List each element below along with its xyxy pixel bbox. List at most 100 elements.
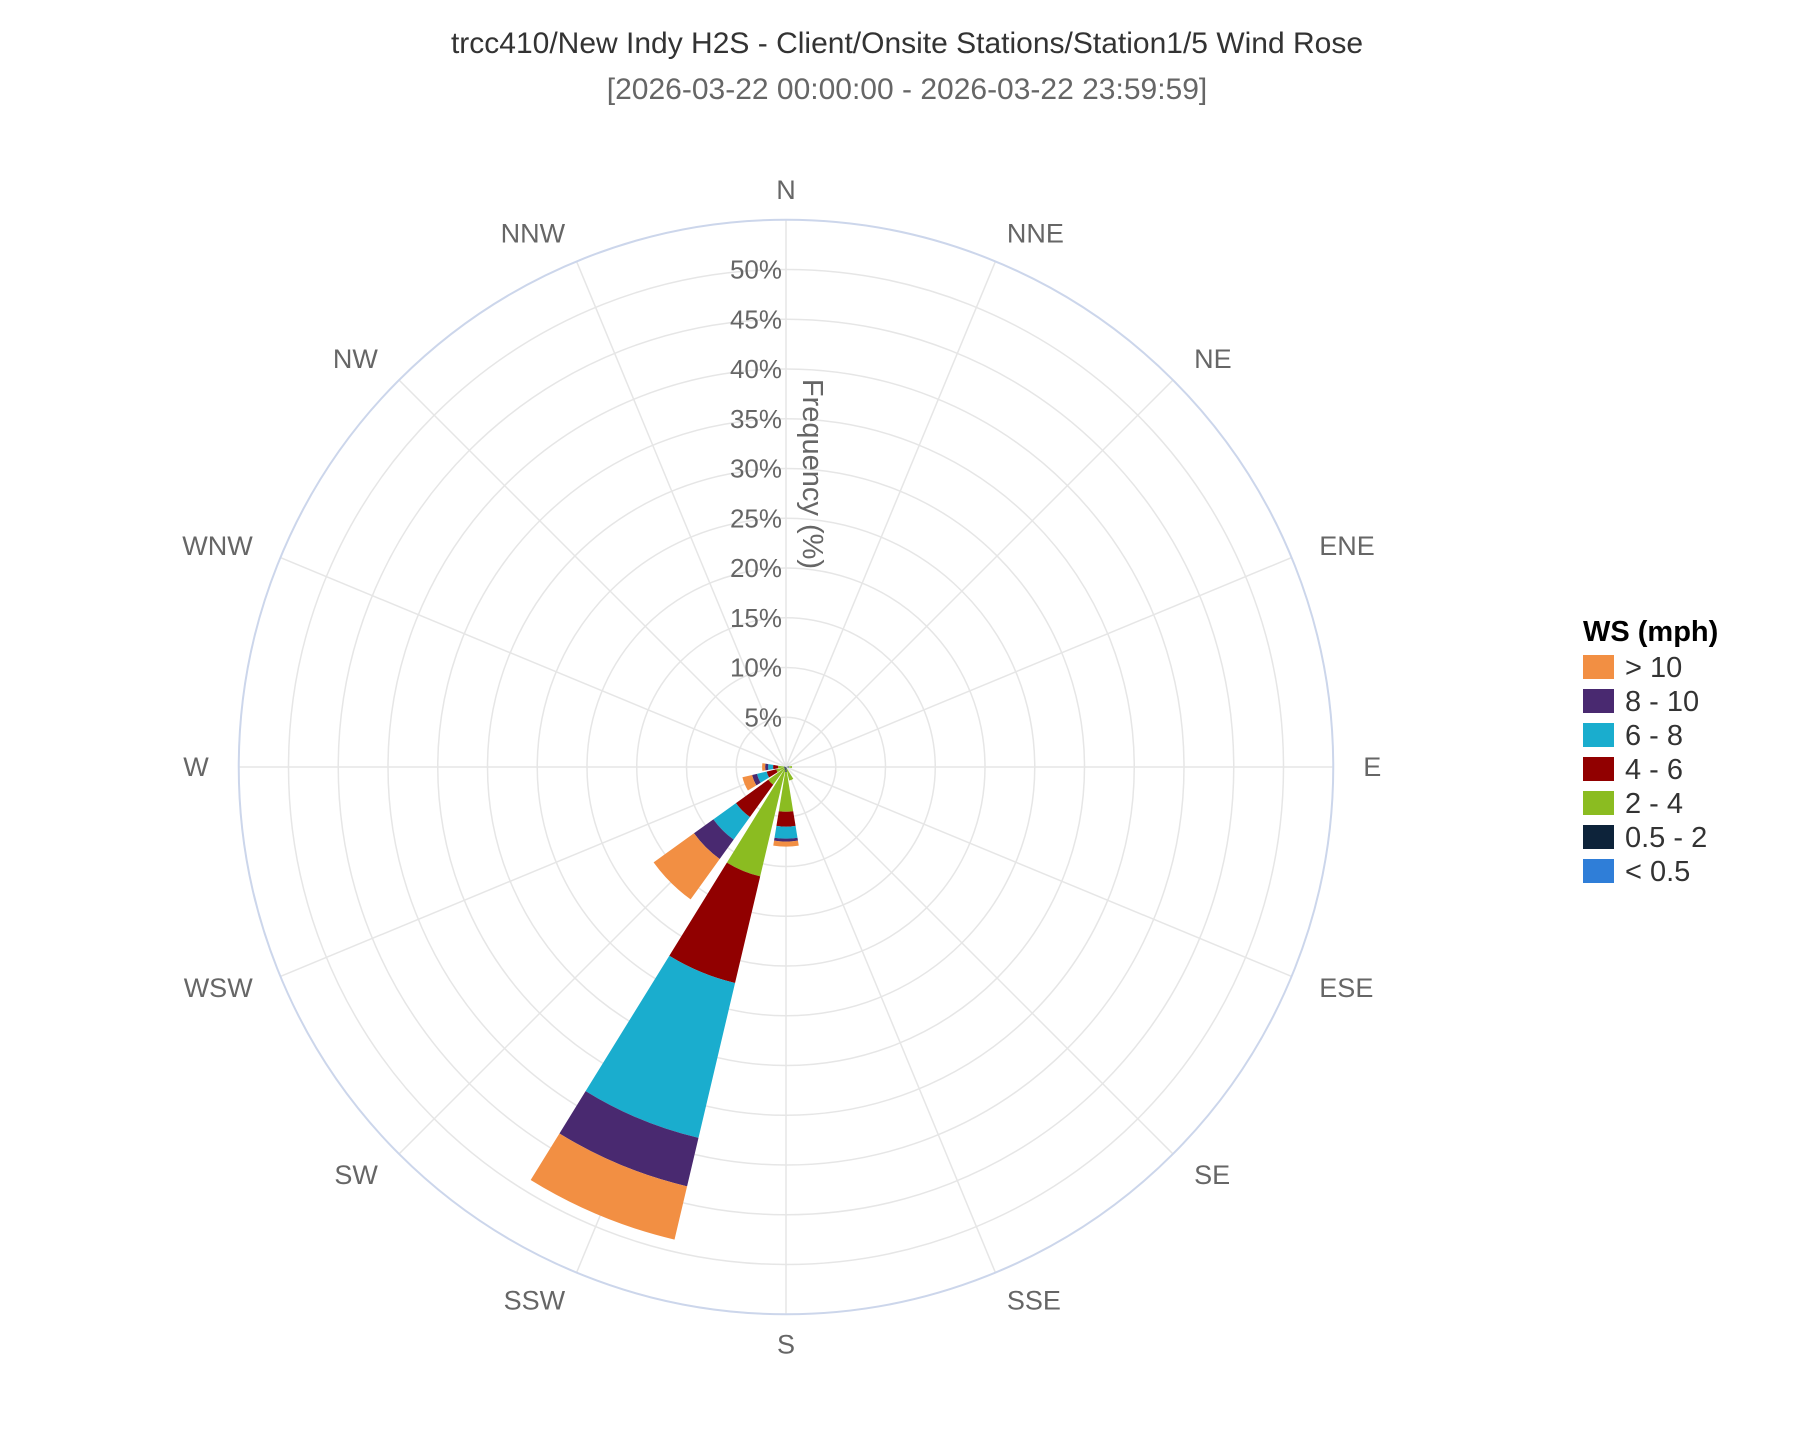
- bar-sse-2-4[interactable]: [786, 768, 794, 781]
- bar-ssw-0-5-2[interactable]: [784, 767, 786, 770]
- grid-spoke: [280, 556, 787, 768]
- legend-item-6-8[interactable]: 6 - 8: [1583, 720, 1683, 752]
- bar-s-4-6[interactable]: [776, 811, 796, 827]
- bar-s-2-4[interactable]: [778, 771, 794, 812]
- radial-tick-label: 20%: [730, 553, 782, 583]
- legend-item-2-4[interactable]: 2 - 4: [1583, 788, 1683, 820]
- legend-label: 4 - 6: [1625, 754, 1683, 786]
- legend-item-8-10[interactable]: 8 - 10: [1583, 686, 1699, 718]
- wind-rose-bars: [530, 763, 799, 1240]
- direction-label-w: W: [183, 752, 209, 782]
- direction-label-nw: NW: [333, 344, 378, 374]
- bar-wsw-0-5-2[interactable]: [784, 767, 786, 769]
- bar-ssw-6-8[interactable]: [585, 955, 736, 1138]
- direction-label-e: E: [1363, 752, 1381, 782]
- radial-tick-label: 45%: [730, 304, 782, 334]
- direction-label-ene: ENE: [1319, 531, 1375, 561]
- direction-label-wsw: WSW: [184, 973, 253, 1003]
- legend-label: 2 - 4: [1625, 788, 1683, 820]
- bar-sse-0-5-2[interactable]: [786, 767, 788, 769]
- grid-spoke: [785, 261, 997, 768]
- bar-e-0-5-2[interactable]: [786, 766, 789, 768]
- radial-tick-label: 5%: [744, 702, 782, 732]
- legend-item-10[interactable]: > 10: [1583, 652, 1682, 684]
- bar-sw-8-10[interactable]: [693, 819, 734, 860]
- bar-w-10[interactable]: [762, 763, 766, 771]
- direction-label-se: SE: [1194, 1160, 1230, 1190]
- chart-subtitle: [2026-03-22 00:00:00 - 2026-03-22 23:59:…: [607, 73, 1207, 106]
- bar-s-8-10[interactable]: [774, 837, 798, 842]
- bar-w-6-8[interactable]: [768, 764, 774, 770]
- bar-s-10[interactable]: [773, 840, 799, 847]
- bar-ssw-10[interactable]: [530, 1133, 688, 1240]
- bar-sw-2-4[interactable]: [768, 768, 785, 785]
- direction-labels: N NNE NE ENE E ESE SE SSE S SSW SW WSW W WNW NW NNW: [182, 175, 1381, 1360]
- radial-tick-label: 40%: [730, 354, 782, 384]
- radial-tick-label: 50%: [730, 255, 782, 285]
- legend-label: 8 - 10: [1625, 686, 1699, 718]
- radial-axis-title: Frequency (%): [796, 379, 828, 569]
- bar-ssw-4-6[interactable]: [669, 862, 761, 983]
- radial-tick-label: 35%: [730, 404, 782, 434]
- direction-label-ne: NE: [1194, 344, 1232, 374]
- bar-w-4-6[interactable]: [773, 764, 779, 770]
- bar-sw-0-5-2[interactable]: [784, 767, 786, 769]
- legend-label: > 10: [1625, 652, 1682, 684]
- legend-item-0-5[interactable]: < 0.5: [1583, 856, 1690, 888]
- direction-label-ssw: SSW: [504, 1285, 566, 1315]
- legend-swatch: [1583, 825, 1614, 849]
- direction-label-s: S: [777, 1329, 795, 1359]
- direction-label-sse: SSE: [1007, 1285, 1061, 1315]
- direction-label-nne: NNE: [1007, 219, 1064, 249]
- bar-ssw-2-4[interactable]: [726, 769, 786, 877]
- bar-wsw-8-10[interactable]: [752, 773, 761, 786]
- bar-wsw-2-4[interactable]: [776, 767, 785, 773]
- grid-spoke: [785, 766, 1174, 1155]
- legend-swatch: [1583, 723, 1614, 747]
- bar-sw-6-8[interactable]: [713, 803, 750, 840]
- direction-label-nnw: NNW: [501, 219, 566, 249]
- bar-s-0-5-2[interactable]: [785, 767, 787, 772]
- legend-label: < 0.5: [1625, 856, 1690, 888]
- direction-label-n: N: [776, 175, 796, 205]
- bar-w-8-10[interactable]: [765, 763, 769, 771]
- legend-swatch: [1583, 859, 1614, 883]
- radial-tick-label: 25%: [730, 503, 782, 533]
- legend-swatch: [1583, 757, 1614, 781]
- bar-w-0-5-2[interactable]: [784, 766, 786, 768]
- chart-title: trcc410/New Indy H2S - Client/Onsite Sta…: [451, 27, 1363, 60]
- legend-swatch: [1583, 689, 1614, 713]
- bar-wsw-10[interactable]: [742, 774, 757, 791]
- grid-spoke: [280, 766, 787, 978]
- legend-swatch: [1583, 791, 1614, 815]
- legend: WS (mph) > 108 - 106 - 84 - 62 - 40.5 - …: [1583, 616, 1718, 888]
- grid-spoke: [575, 261, 787, 768]
- bar-sw-10[interactable]: [653, 833, 720, 900]
- legend-title: WS (mph): [1583, 616, 1718, 648]
- grid-spoke: [398, 379, 787, 768]
- bar-sw-4-6[interactable]: [735, 779, 774, 818]
- legend-label: 6 - 8: [1625, 720, 1683, 752]
- radial-tick-labels: 5% 10% 15% 20% 25% 30% 35% 40% 45% 50%: [730, 255, 782, 733]
- outer-ring: [237, 218, 1335, 1316]
- grid-spoke: [785, 379, 1174, 768]
- legend-label: 0.5 - 2: [1625, 822, 1707, 854]
- grid-spoke: [785, 766, 997, 1273]
- bar-w-2-4[interactable]: [778, 765, 785, 769]
- grid-spoke: [785, 556, 1292, 768]
- bar-s-6-8[interactable]: [774, 825, 798, 839]
- direction-label-sw: SW: [334, 1160, 378, 1190]
- bar-e-2-4[interactable]: [788, 766, 792, 768]
- legend-item-4-6[interactable]: 4 - 6: [1583, 754, 1683, 786]
- grid-spoke: [785, 766, 1292, 978]
- legend-swatch: [1583, 655, 1614, 679]
- bar-wsw-4-6[interactable]: [766, 769, 778, 778]
- direction-label-wnw: WNW: [182, 531, 253, 561]
- radial-tick-label: 30%: [730, 454, 782, 484]
- radial-tick-label: 15%: [730, 603, 782, 633]
- direction-label-ese: ESE: [1319, 973, 1373, 1003]
- legend-item-0-5-2[interactable]: 0.5 - 2: [1583, 822, 1707, 854]
- bar-wsw-6-8[interactable]: [756, 771, 770, 783]
- bar-ssw-8-10[interactable]: [559, 1091, 699, 1187]
